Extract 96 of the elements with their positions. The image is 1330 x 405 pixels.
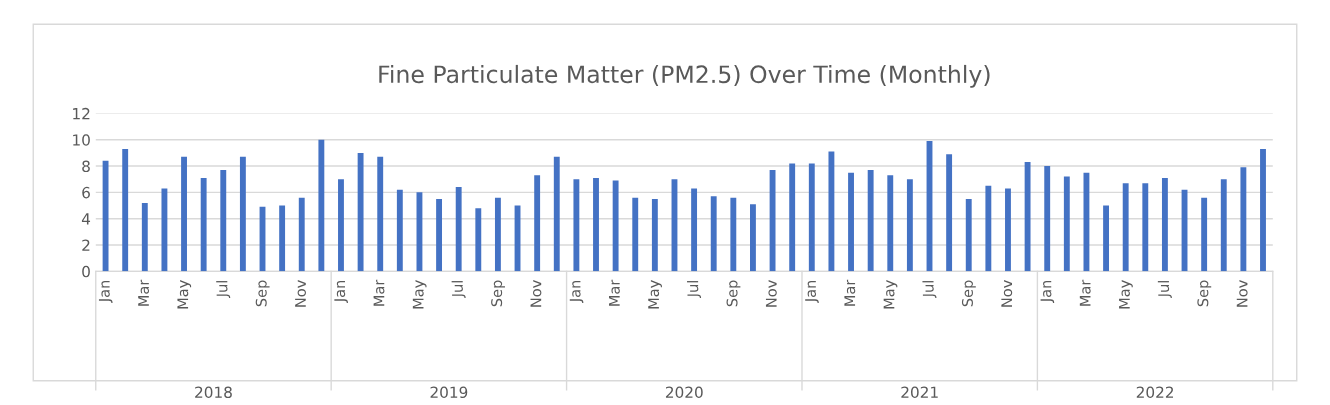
chart-title: Fine Particulate Matter (PM2.5) Over Time (Monthly) [379,64,990,88]
bar [1161,177,1168,272]
y-tick-label: 6 [82,186,90,199]
bar [808,163,815,272]
bar [396,189,403,272]
bar [357,152,364,272]
x-tick-label: May [177,280,192,309]
x-tick-label: Sep [1197,280,1212,307]
text: 2022 [1136,386,1174,399]
text: 2021 [901,386,938,399]
x-tick-label: Jul [216,281,231,299]
bar [239,156,246,272]
bar [593,177,599,272]
x-tick-label: Jan [569,280,584,303]
bar [985,185,992,272]
x-tick-label: Jul [687,281,702,299]
x-tick-label: Jul [451,281,466,299]
x-tick-label: Jul [922,281,937,299]
bar [279,205,286,272]
bar [161,188,168,272]
y-tick-label: 12 [73,107,90,120]
bar [1240,167,1247,272]
bar [377,156,384,272]
bar [887,175,894,272]
x-tick-label: Mar [373,279,385,306]
x-tick-label: May [883,280,898,309]
bar [946,154,953,272]
bar [220,170,227,272]
x-tick-label: Mar [1079,279,1091,306]
x-tick-label: Nov [1236,280,1248,307]
x-tick-label: Sep [961,280,976,307]
bar [867,170,874,272]
x-tick-label: Jan [805,280,819,303]
x-tick-label: Sep [491,280,505,307]
bar [710,196,717,272]
text: 2019 [430,386,468,399]
text: 2020 [665,386,703,399]
bar [828,151,835,272]
y-tick-label: 8 [82,160,90,173]
bar [789,163,796,272]
bar [436,198,443,272]
x-tick-label: Sep [255,280,270,307]
bar [906,179,913,272]
x-tick-label: Sep [726,280,741,307]
bar [1063,176,1070,272]
x-tick-label: Mar [609,279,620,306]
x-tick-label: Nov [765,280,777,307]
x-tick-label: May [1119,280,1133,309]
x-tick-label: Nov [530,280,542,307]
bar [691,188,698,272]
y-tick-label: 0 [82,265,90,278]
bar [1142,183,1149,272]
bar [1024,162,1031,272]
bar [141,202,148,272]
bar [200,177,207,272]
bar [318,139,325,272]
bar [965,198,972,272]
bar [102,160,109,272]
x-tick-label: Mar [138,279,150,306]
y-tick-label: 4 [81,213,91,225]
bar [750,204,756,272]
bar [651,198,658,272]
bar [573,179,580,272]
x-tick-label: Jan [1040,280,1055,303]
bar [612,180,619,272]
y-tick-label: 2 [82,239,90,251]
bar [632,197,639,272]
bar [455,187,462,272]
bar [1044,166,1051,272]
text: 2018 [195,386,232,399]
x-tick-label: Nov [1001,280,1013,307]
x-tick-label: Jan [334,280,348,303]
bar [1220,179,1227,272]
x-tick-label: May [648,280,662,309]
bar [769,170,776,272]
bar [534,175,541,272]
x-tick-label: Jan [98,280,113,303]
bar [298,197,305,272]
bar [1260,148,1266,272]
x-tick-label: Mar [844,279,856,306]
x-tick-label: May [412,280,427,309]
bar [553,156,560,272]
x-tick-label: Jul [1157,281,1172,299]
bar [1103,205,1109,272]
bar [1201,197,1208,272]
bar [730,197,737,272]
bar [122,148,129,272]
y-tick-label: 10 [73,134,90,146]
bar [475,208,482,272]
bar [338,179,344,272]
x-tick-label: Nov [295,280,306,307]
bar [848,172,854,272]
bar [1005,188,1011,272]
bar [181,156,187,272]
bar [1122,183,1129,272]
bar [494,197,501,272]
